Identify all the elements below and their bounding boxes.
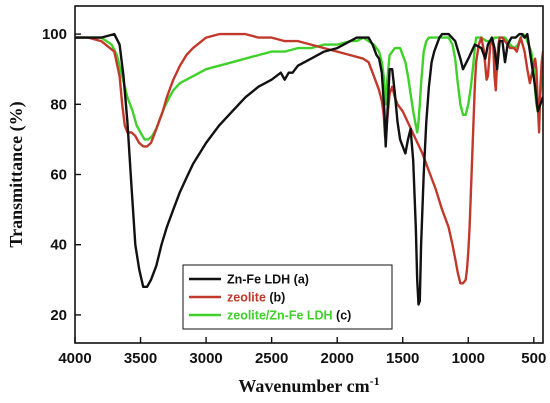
y-axis-title: Transmittance (%) <box>6 101 27 247</box>
series-layer <box>75 32 543 306</box>
legend-items: Zn-Fe LDH (a) zeolite (b) zeolite/Zn-Fe LD… <box>189 273 351 323</box>
x-axis-title: Wavenumber cm-1 <box>238 374 379 396</box>
legend: Zn-Fe LDH (a) zeolite (b) zeolite/Zn-Fe LD… <box>182 264 393 330</box>
series-line-1 <box>75 32 543 306</box>
series-line-3 <box>75 32 543 141</box>
legend-name: zeolite <box>227 291 269 305</box>
x-tick-label: 500 <box>521 350 546 367</box>
legend-label: zeolite (b) <box>227 291 285 305</box>
legend-label: zeolite/Zn-Fe LDH (c) <box>227 309 351 323</box>
y-tick-label: 100 <box>42 26 67 43</box>
y-tick-label: 40 <box>50 237 67 254</box>
x-tick-label: 2500 <box>255 350 288 367</box>
x-tick-label: 3000 <box>189 350 222 367</box>
x-tick-label: 2000 <box>320 350 353 367</box>
legend-name: Zn-Fe LDH <box>227 273 294 287</box>
y-tick-label: 20 <box>50 307 67 324</box>
series-line-2 <box>75 32 543 285</box>
legend-tag: (a) <box>294 273 309 287</box>
legend-tag: (b) <box>269 291 285 305</box>
legend-tag: (c) <box>336 309 351 323</box>
x-tick-label: 1000 <box>452 350 485 367</box>
legend-name: zeolite/Zn-Fe LDH <box>227 309 336 323</box>
x-axis-title-text: Wavenumber cm <box>238 376 369 396</box>
x-tick-label: 3500 <box>124 350 157 367</box>
x-tick-label: 4000 <box>58 350 91 367</box>
x-axis-title-superscript: -1 <box>370 374 380 388</box>
legend-label: Zn-Fe LDH (a) <box>227 273 309 287</box>
x-tick-label: 1500 <box>386 350 419 367</box>
ticks-layer: 4000 3500 3000 2500 2000 1500 1000 500 20 40 60 80 1… <box>42 26 546 367</box>
y-tick-label: 80 <box>50 96 67 113</box>
y-tick-label: 60 <box>50 167 67 184</box>
